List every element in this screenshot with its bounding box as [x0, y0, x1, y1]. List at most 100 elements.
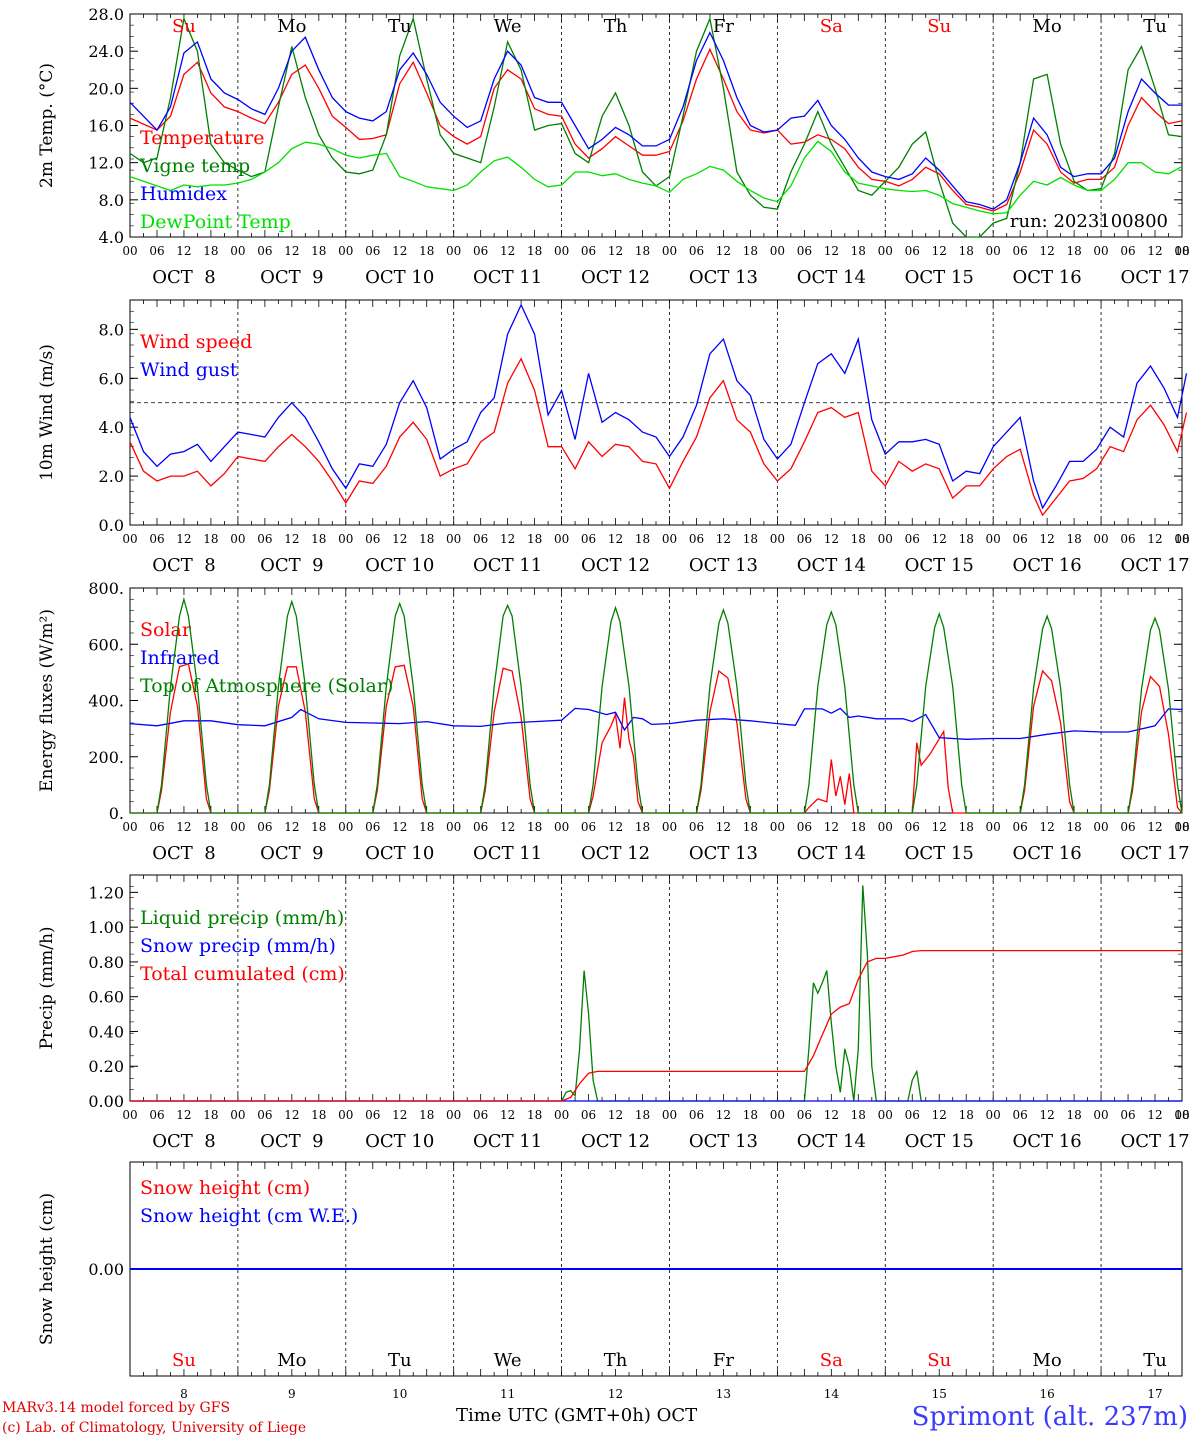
date-label: OCT 10 — [365, 267, 434, 288]
station-name: Sprimont (alt. 237m) — [911, 1402, 1188, 1432]
hour-tick-label: 18 — [743, 1108, 758, 1122]
weekday-label: Th — [604, 1350, 628, 1371]
hour-tick-label: 12 — [176, 820, 191, 834]
hour-tick-label: 06 — [689, 820, 704, 834]
weekday-label: Tu — [388, 1350, 412, 1371]
day-number-label: 11 — [500, 1387, 515, 1401]
hour-tick-label: 18 — [959, 532, 974, 546]
hour-tick-label: 06 — [1120, 244, 1135, 258]
hour-tick-label: 00 — [1093, 244, 1108, 258]
date-label: OCT 9 — [260, 555, 323, 576]
hour-tick-label: 18 — [419, 820, 434, 834]
hour-tick-label: 00 — [230, 1108, 245, 1122]
legend-entry: Liquid precip (mm/h) — [140, 907, 344, 929]
hour-tick-label: 18 — [635, 244, 650, 258]
hour-tick-label: 00 — [122, 820, 137, 834]
date-label: OCT 16 — [1013, 555, 1082, 576]
date-label: OCT 15 — [905, 555, 974, 576]
date-label: OCT 10 — [365, 1131, 434, 1152]
date-label: OCT 13 — [689, 267, 758, 288]
hour-tick-label: 00 — [986, 820, 1001, 834]
hour-tick-label: 06 — [257, 244, 272, 258]
hour-tick-label: 18 — [527, 532, 542, 546]
hour-tick-label: 12 — [284, 244, 299, 258]
hour-tick-label: 06 — [1013, 820, 1028, 834]
hour-tick-label: 18 — [203, 1108, 218, 1122]
hour-tick-label: 12 — [392, 532, 407, 546]
y-tick-label: 4.0 — [99, 228, 124, 247]
hour-tick-label: 12 — [932, 820, 947, 834]
hour-tick-label: 18 — [527, 244, 542, 258]
hour-tick-label: 00 — [446, 244, 461, 258]
date-label: OCT 8 — [152, 555, 215, 576]
hour-tick-label: 12 — [824, 244, 839, 258]
hour-tick-label: 00 — [338, 244, 353, 258]
hour-tick-label: 18 — [1174, 1108, 1189, 1122]
hour-tick-label: 12 — [1147, 532, 1162, 546]
hour-tick-label: 06 — [581, 1108, 596, 1122]
y-tick-label: 600. — [88, 635, 124, 654]
hour-tick-label: 00 — [1093, 820, 1108, 834]
hour-tick-label: 00 — [662, 532, 677, 546]
hour-tick-label: 12 — [500, 532, 515, 546]
hour-tick-label: 12 — [176, 1108, 191, 1122]
y-tick-label: 200. — [88, 748, 124, 767]
weekday-label: Fr — [713, 1350, 734, 1371]
legend-entry: Vigne temp — [139, 155, 250, 177]
hour-tick-label: 18 — [959, 820, 974, 834]
hour-tick-label: 12 — [1039, 820, 1054, 834]
hour-tick-label: 06 — [1120, 532, 1135, 546]
lab-credit: (c) Lab. of Climatology, University of L… — [2, 1420, 307, 1436]
y-axis-label: 10m Wind (m/s) — [37, 344, 57, 481]
date-label: OCT 9 — [260, 843, 323, 864]
series-line-wind-speed — [129, 357, 1188, 517]
y-tick-label: 0.00 — [88, 1260, 124, 1279]
hour-tick-label: 12 — [608, 532, 623, 546]
hour-tick-label: 06 — [473, 1108, 488, 1122]
date-label: OCT 12 — [581, 843, 650, 864]
hour-tick-label: 00 — [446, 820, 461, 834]
legend-entry: Infrared — [140, 647, 220, 669]
date-label: OCT 17 — [1120, 267, 1189, 288]
y-tick-label: 6.0 — [99, 369, 124, 388]
hour-tick-label: 06 — [797, 820, 812, 834]
y-axis-label: Snow height (cm) — [37, 1193, 57, 1345]
hour-tick-label: 18 — [851, 820, 866, 834]
legend-entry: Solar — [140, 619, 192, 641]
weekday-label: We — [494, 16, 522, 37]
date-label: OCT 8 — [152, 1131, 215, 1152]
series-line-liquid-precip-mm-h — [130, 885, 1182, 1102]
series-line-dewpoint-temp — [129, 140, 1183, 215]
hour-tick-label: 06 — [905, 244, 920, 258]
hour-tick-label: 12 — [824, 532, 839, 546]
hour-tick-label: 12 — [500, 820, 515, 834]
panel-frame — [129, 299, 1183, 526]
date-label: OCT 11 — [473, 555, 542, 576]
series-line-top-of-atmosphere-solar — [130, 596, 1183, 814]
date-label: OCT 15 — [905, 843, 974, 864]
hour-tick-label: 00 — [986, 532, 1001, 546]
y-tick-label: 0.40 — [88, 1022, 124, 1041]
day-number-label: 14 — [824, 1387, 840, 1401]
hour-tick-label: 18 — [1066, 1108, 1081, 1122]
hour-tick-label: 00 — [878, 1108, 893, 1122]
series-line-wind-gust — [129, 303, 1188, 510]
y-axis-label: Precip (mm/h) — [37, 926, 57, 1049]
legend-entry: Snow precip (mm/h) — [140, 935, 336, 957]
date-label: OCT 9 — [260, 1131, 323, 1152]
hour-tick-label: 12 — [284, 532, 299, 546]
hour-tick-label: 06 — [257, 1108, 272, 1122]
hour-tick-label: 00 — [986, 1108, 1001, 1122]
hour-tick-label: 12 — [716, 244, 731, 258]
weekday-label: Tu — [1143, 1350, 1167, 1371]
date-label: OCT 8 — [152, 843, 215, 864]
hour-tick-label: 06 — [905, 820, 920, 834]
hour-tick-label: 12 — [716, 532, 731, 546]
panel-frame — [129, 587, 1183, 814]
hour-tick-label: 00 — [878, 820, 893, 834]
hour-tick-label: 18 — [1174, 820, 1189, 834]
hour-tick-label: 06 — [905, 532, 920, 546]
hour-tick-label: 06 — [365, 244, 380, 258]
hour-tick-label: 00 — [1093, 1108, 1108, 1122]
hour-tick-label: 00 — [1174, 1108, 1189, 1122]
